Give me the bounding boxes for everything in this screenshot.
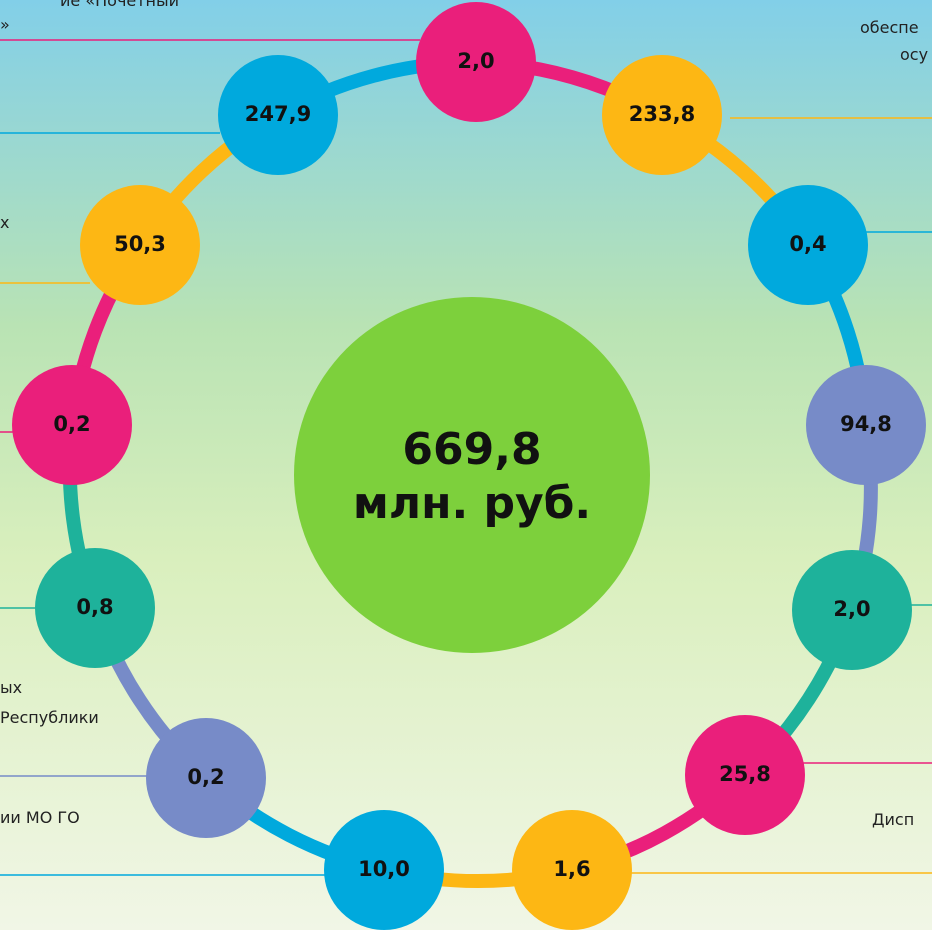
text-fragment: осу (900, 45, 928, 64)
node-label: 2,0 (833, 597, 870, 621)
text-fragment: » (0, 15, 10, 34)
node-label: 50,3 (114, 232, 166, 256)
node-label: 10,0 (358, 857, 410, 881)
node-label: 2,0 (457, 49, 494, 73)
node-label: 94,8 (840, 412, 892, 436)
node-label: 1,6 (553, 857, 590, 881)
node-circle (748, 185, 868, 305)
node-circle (146, 718, 266, 838)
node-label: 0,2 (187, 765, 224, 789)
text-fragment: Республики (0, 708, 99, 727)
node-label: 247,9 (245, 102, 311, 126)
text-fragment: обеспе (860, 18, 919, 37)
node-label: 233,8 (629, 102, 695, 126)
node-circle (218, 55, 338, 175)
node-circle (512, 810, 632, 930)
node-circle (602, 55, 722, 175)
node-label: 0,4 (789, 232, 826, 256)
node-circle (12, 365, 132, 485)
node-label: 0,8 (76, 595, 113, 619)
text-fragment: Дисп (872, 810, 914, 829)
total-value: 669,8 (402, 424, 541, 475)
node-label: 25,8 (719, 762, 771, 786)
node-circle (35, 548, 155, 668)
total-unit: млн. руб. (353, 478, 591, 529)
center-circle (294, 297, 650, 653)
text-fragment: ии МО ГО (0, 808, 80, 827)
node-circle (685, 715, 805, 835)
node-circle (792, 550, 912, 670)
text-fragments: ие «Почетный » х ых Республики ии МО ГО обеспе… (0, 0, 928, 829)
node-circle (806, 365, 926, 485)
node-label: 0,2 (53, 412, 90, 436)
text-fragment: х (0, 213, 9, 232)
text-fragment: ие «Почетный (60, 0, 179, 10)
node-circle (416, 2, 536, 122)
leader-lines (0, 39, 932, 876)
node-circle (324, 810, 444, 930)
nodes: 2,0 233,8 0,4 94,8 2,0 25,8 1,6 10,0 0,2 0,8 0,2 50… (12, 2, 926, 930)
node-circle (80, 185, 200, 305)
text-fragment: ых (0, 678, 22, 697)
